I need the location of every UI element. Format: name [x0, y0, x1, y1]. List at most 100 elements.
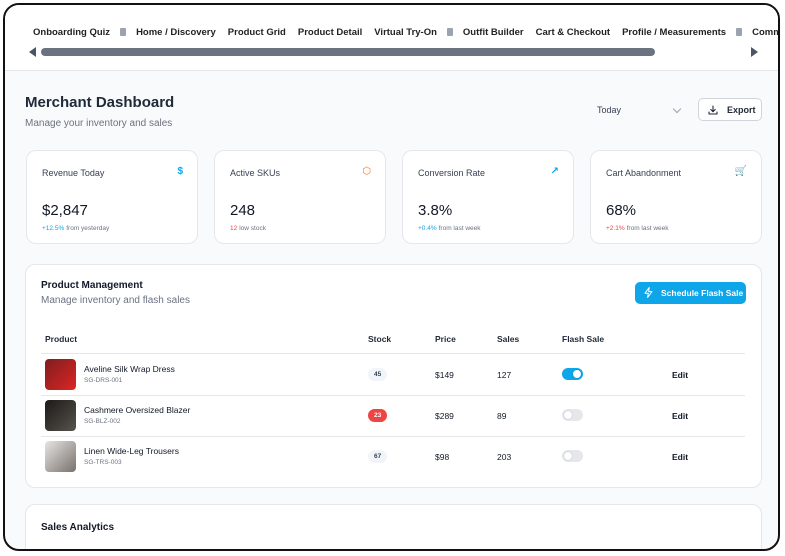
cart-icon: 🛒	[734, 166, 747, 177]
stat-note: +0.4% from last week	[418, 225, 481, 232]
product-sales: 203	[497, 452, 512, 462]
stat-card: Active SKUs ⬡ 248 12 low stock	[214, 150, 386, 244]
stat-note-text: from last week	[626, 225, 669, 232]
stat-label: Cart Abandonment	[606, 168, 682, 178]
trash-icon[interactable]	[446, 28, 453, 36]
panel-title: Product Management	[41, 280, 143, 291]
product-sku: SG-DRS-001	[84, 377, 123, 384]
stat-value: 3.8%	[418, 202, 453, 219]
col-price: Price	[435, 334, 456, 344]
stat-delta: +2.1%	[606, 225, 625, 232]
product-thumbnail	[45, 359, 76, 390]
toggle-knob	[564, 452, 572, 460]
product-management-panel: Product Management Manage inventory and …	[25, 264, 762, 488]
product-name: Linen Wide-Leg Trousers	[84, 446, 179, 456]
tab-5[interactable]: Outfit Builder	[462, 27, 524, 38]
tab-list: Onboarding Quiz Home / Discovery Product G…	[33, 27, 780, 38]
row-divider	[41, 436, 745, 437]
stat-label: Conversion Rate	[418, 168, 486, 178]
stat-note-text: low stock	[239, 225, 266, 232]
stock-badge: 67	[368, 450, 388, 463]
flash-sale-toggle[interactable]	[562, 368, 583, 380]
schedule-flash-sale-button[interactable]: Schedule Flash Sale	[635, 282, 746, 304]
horizontal-scrollbar[interactable]	[41, 48, 753, 56]
tab-6[interactable]: Cart & Checkout	[535, 27, 611, 38]
tab-7[interactable]: Profile / Measurements	[622, 27, 727, 38]
stat-note-text: from yesterday	[66, 225, 110, 232]
dollar-icon: $	[177, 166, 183, 177]
screen-tab-bar: Onboarding Quiz Home / Discovery Product G…	[5, 5, 778, 71]
stat-card: Revenue Today $ $2,847 +12.5% from yesterday	[26, 150, 198, 244]
edit-button[interactable]: Edit	[672, 452, 689, 462]
panel-subtitle: Manage inventory and flash sales	[41, 295, 190, 306]
tab-3[interactable]: Product Detail	[297, 27, 363, 38]
stat-value: 248	[230, 202, 256, 219]
stat-card: Conversion Rate ↗ 3.8% +0.4% from last week	[402, 150, 574, 244]
flash-sale-toggle[interactable]	[562, 450, 583, 462]
col-product: Product	[45, 334, 78, 344]
stat-value: 68%	[606, 202, 637, 219]
product-name: Aveline Silk Wrap Dress	[84, 364, 175, 374]
stat-value: $2,847	[42, 202, 88, 219]
col-stock: Stock	[368, 334, 392, 344]
product-sku: SG-BLZ-002	[84, 418, 121, 425]
tab-2[interactable]: Product Grid	[227, 27, 286, 38]
stat-delta: 12	[230, 225, 238, 232]
chevron-down-icon[interactable]	[672, 104, 682, 114]
app-window: Onboarding Quiz Home / Discovery Product G…	[3, 3, 780, 551]
table-row: Linen Wide-Leg Trousers SG-TRS-003 67 $98 20…	[41, 436, 745, 477]
product-sales: 127	[497, 370, 512, 380]
toggle-knob	[573, 370, 581, 378]
stat-label: Active SKUs	[230, 168, 281, 178]
stat-delta: +12.5%	[42, 225, 65, 232]
table-row: Cashmere Oversized Blazer SG-BLZ-002 23 $28…	[41, 395, 745, 437]
sales-analytics-panel: Sales Analytics	[25, 504, 762, 549]
table-row: Aveline Silk Wrap Dress SG-DRS-001 45 $149 1…	[41, 354, 745, 396]
row-divider	[41, 395, 745, 396]
tab-4[interactable]: Virtual Try-On	[374, 27, 437, 38]
product-price: $98	[435, 452, 450, 462]
stock-badge: 23	[368, 409, 388, 422]
toggle-knob	[564, 411, 572, 419]
flash-icon	[644, 287, 653, 298]
edit-button[interactable]: Edit	[672, 370, 689, 380]
col-flash-sale: Flash Sale	[562, 334, 605, 344]
product-name: Cashmere Oversized Blazer	[84, 405, 191, 415]
stock-badge: 45	[368, 368, 388, 381]
header-divider	[41, 353, 745, 354]
scroll-right-icon[interactable]	[751, 47, 758, 57]
tab-8[interactable]: Community Fee	[752, 27, 780, 38]
product-sales: 89	[497, 411, 507, 421]
product-thumbnail	[45, 400, 76, 431]
page-subtitle: Manage your inventory and sales	[25, 118, 173, 129]
product-sku: SG-TRS-003	[84, 459, 122, 466]
product-price: $289	[435, 411, 454, 421]
edit-button[interactable]: Edit	[672, 411, 689, 421]
stat-note: 12 low stock	[230, 225, 266, 232]
stat-note-text: from last week	[438, 225, 481, 232]
product-thumbnail	[45, 441, 76, 472]
download-icon	[708, 105, 718, 115]
stat-note: +12.5% from yesterday	[42, 225, 109, 232]
stat-label: Revenue Today	[42, 168, 105, 178]
trash-icon[interactable]	[736, 28, 743, 36]
stat-note: +2.1% from last week	[606, 225, 669, 232]
analytics-title: Sales Analytics	[41, 522, 115, 533]
trend-up-icon: ↗	[550, 166, 559, 177]
scrollbar-thumb[interactable]	[41, 48, 655, 56]
export-button[interactable]: Export	[698, 98, 762, 121]
tab-1[interactable]: Home / Discovery	[136, 27, 216, 38]
export-label: Export	[727, 105, 756, 115]
page-title: Merchant Dashboard	[25, 94, 175, 111]
product-price: $149	[435, 370, 454, 380]
trash-icon[interactable]	[120, 28, 127, 36]
col-sales: Sales	[497, 334, 520, 344]
scroll-left-icon[interactable]	[29, 47, 36, 57]
tab-0[interactable]: Onboarding Quiz	[33, 27, 111, 38]
flash-button-label: Schedule Flash Sale	[661, 288, 744, 298]
stat-card: Cart Abandonment 🛒 68% +2.1% from last week	[590, 150, 762, 244]
period-select[interactable]: Today	[597, 105, 622, 115]
stat-delta: +0.4%	[418, 225, 437, 232]
box-icon: ⬡	[362, 166, 371, 177]
flash-sale-toggle[interactable]	[562, 409, 583, 421]
